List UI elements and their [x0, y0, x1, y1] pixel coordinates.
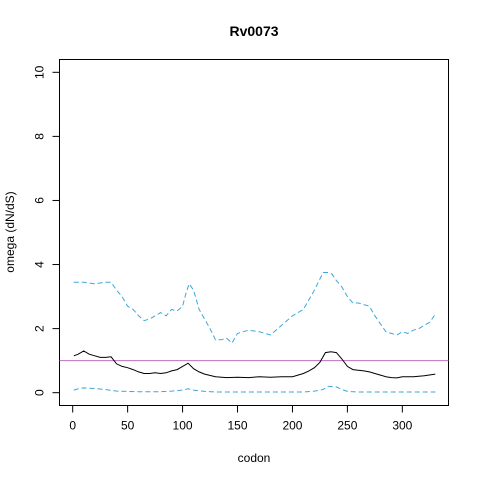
- plot-frame: [59, 59, 449, 406]
- omega-line: [73, 350, 436, 379]
- x-axis: 0 50 100 150 200 250 300: [69, 405, 413, 433]
- x-tick-label: 100: [173, 419, 193, 433]
- x-tick-label: 200: [282, 419, 302, 433]
- x-tick-label: 150: [228, 419, 248, 433]
- x-tick-label: 0: [69, 419, 76, 433]
- x-tick-label: 250: [337, 419, 357, 433]
- upper-bound-line: [73, 272, 436, 344]
- chart-title: Rv0073: [229, 23, 278, 39]
- y-tick-label: 8: [33, 133, 47, 140]
- y-tick-label: 6: [33, 197, 47, 204]
- series-layer: [73, 272, 436, 393]
- x-tick-label: 50: [121, 419, 135, 433]
- y-tick-label: 2: [33, 325, 47, 332]
- y-tick-label: 0: [33, 389, 47, 396]
- lower-bound-line: [73, 385, 436, 393]
- x-axis-label: codon: [238, 451, 271, 465]
- y-tick-label: 4: [33, 261, 47, 268]
- x-tick-label: 300: [392, 419, 412, 433]
- y-axis: 0 2 4 6 8 10: [33, 65, 60, 396]
- y-tick-label: 10: [33, 65, 47, 79]
- y-axis-label: omega (dN/dS): [3, 191, 17, 272]
